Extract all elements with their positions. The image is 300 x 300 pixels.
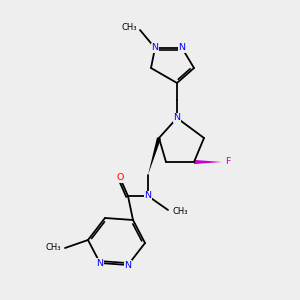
Text: N: N (178, 44, 185, 52)
Polygon shape (148, 137, 161, 175)
Text: CH₃: CH₃ (172, 207, 188, 216)
Text: N: N (173, 113, 181, 122)
Text: N: N (97, 259, 104, 268)
Text: N: N (152, 44, 158, 52)
Text: N: N (145, 191, 152, 200)
Text: CH₃: CH₃ (122, 22, 137, 32)
Polygon shape (194, 160, 222, 164)
Text: O: O (116, 173, 124, 182)
Text: CH₃: CH₃ (46, 244, 62, 253)
Text: F: F (225, 158, 231, 166)
Text: N: N (124, 260, 131, 269)
